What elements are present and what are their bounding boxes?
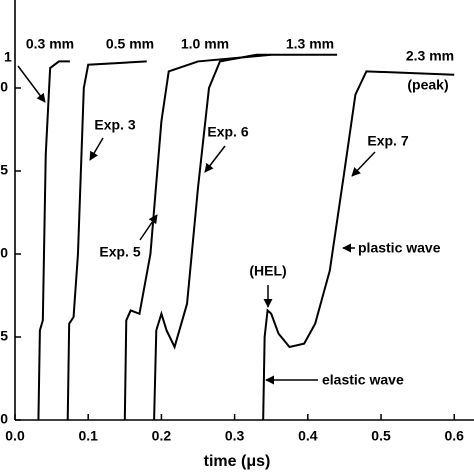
- annotation: Exp. 7: [367, 133, 408, 149]
- series-label: 2.3 mm: [406, 48, 454, 64]
- annotation: (peak): [407, 77, 448, 93]
- series-label: 0.5 mm: [106, 36, 154, 52]
- annotation: Exp. 3: [94, 117, 135, 133]
- y-tick-label: 0: [0, 245, 8, 261]
- y-tick-label: 0: [0, 411, 8, 427]
- annotation: elastic wave: [322, 372, 404, 388]
- arrows: [17, 65, 376, 385]
- annotation: Exp. 5: [99, 244, 140, 260]
- y-tick-label: 5: [0, 328, 8, 344]
- curve: [66, 60, 147, 421]
- x-tick-label: 0.5: [371, 428, 391, 444]
- x-axis-label: time (μs): [204, 453, 271, 470]
- series-label: 0.3 mm: [26, 36, 74, 52]
- x-tick-label: 0.3: [225, 428, 245, 444]
- curve: [37, 60, 70, 421]
- x-tick-label: 0.2: [152, 428, 172, 444]
- annotation: plastic wave: [358, 240, 441, 256]
- x-tick-label: 0.4: [298, 428, 318, 444]
- curve: [262, 70, 455, 421]
- curve: [123, 53, 272, 421]
- annotation: 1: [4, 49, 12, 65]
- annotation: (HEL): [249, 263, 286, 279]
- x-tick-label: 0.0: [5, 428, 25, 444]
- x-tick-label: 0.6: [445, 428, 465, 444]
- y-tick-label: 0: [0, 79, 8, 95]
- annotation: Exp. 6: [207, 124, 248, 140]
- series-label: 1.0 mm: [181, 36, 229, 52]
- y-tick-label: 5: [0, 162, 8, 178]
- x-tick-label: 0.1: [78, 428, 98, 444]
- series-label: 1.3 mm: [286, 36, 334, 52]
- curve: [153, 53, 338, 421]
